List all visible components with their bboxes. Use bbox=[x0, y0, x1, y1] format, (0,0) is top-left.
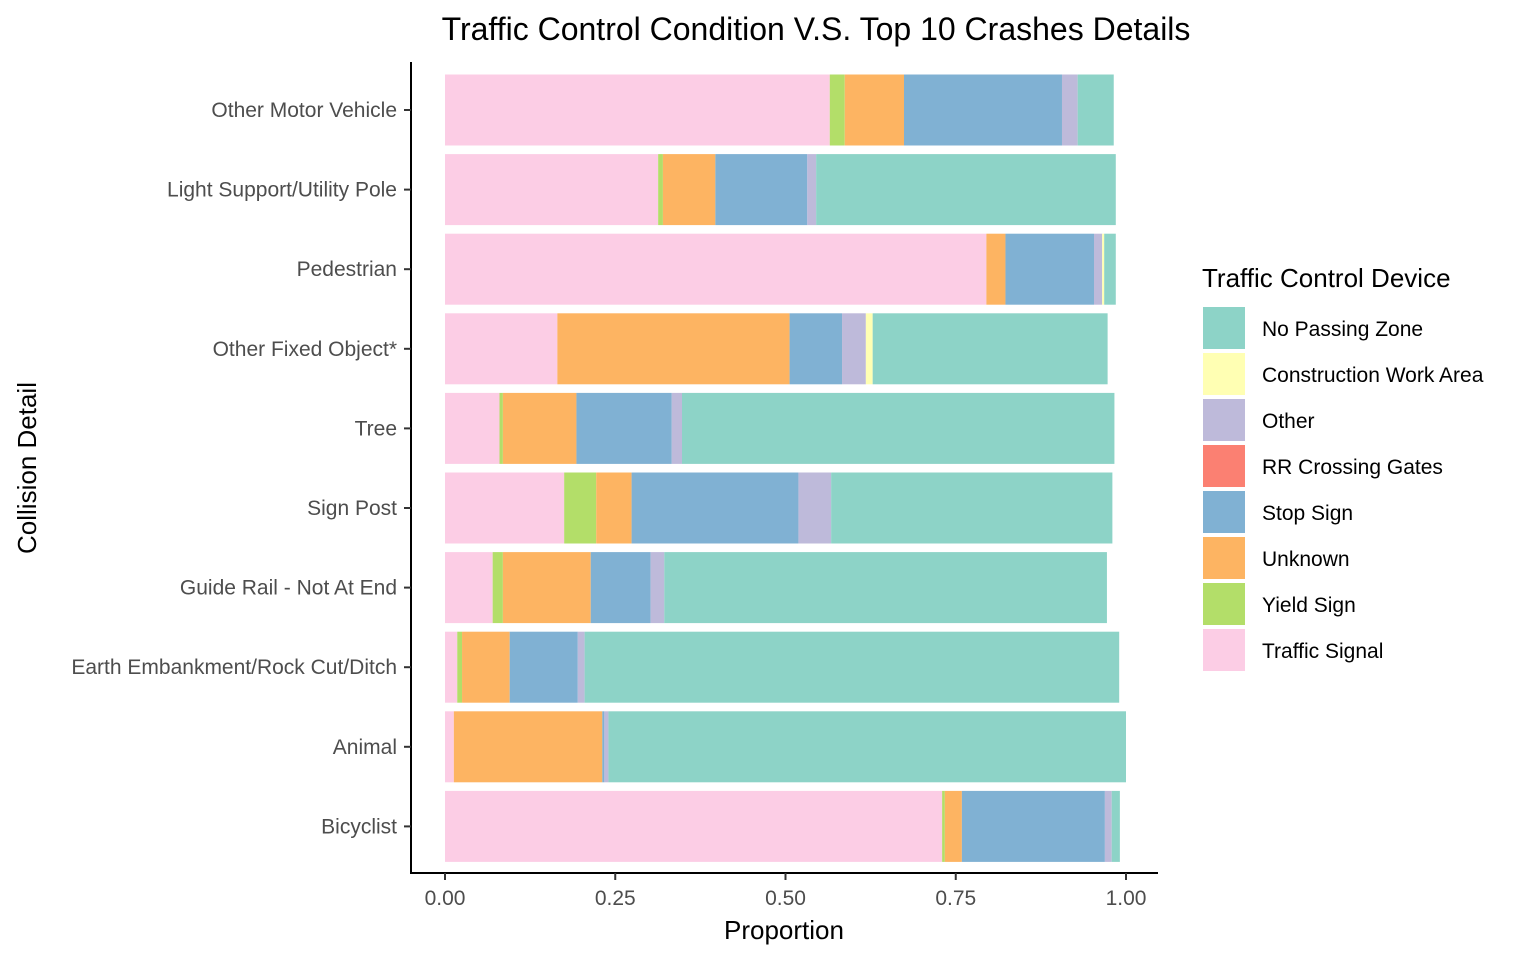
y-tick-label: Animal bbox=[333, 736, 397, 759]
bar-segment bbox=[584, 631, 1120, 703]
bar-segment bbox=[789, 313, 843, 385]
bar-segment bbox=[502, 392, 577, 464]
bar-segment bbox=[564, 472, 597, 544]
bar-segment bbox=[462, 631, 510, 703]
bar-segment bbox=[602, 711, 605, 783]
bar-segment bbox=[658, 154, 663, 226]
bar-segment bbox=[844, 74, 904, 146]
bar-segment bbox=[557, 313, 790, 385]
y-tick-label: Earth Embankment/Rock Cut/Ditch bbox=[71, 656, 397, 679]
bar-segment bbox=[445, 74, 830, 146]
bar-segment bbox=[1102, 233, 1105, 305]
bar-segment bbox=[445, 233, 987, 305]
bar-segment bbox=[944, 790, 962, 862]
bar-segment bbox=[445, 790, 943, 862]
y-tick-label: Tree bbox=[355, 417, 397, 440]
bar-segment bbox=[831, 472, 1113, 544]
bar-segment bbox=[986, 233, 1006, 305]
legend-label: Stop Sign bbox=[1262, 502, 1353, 525]
bar-segment bbox=[590, 552, 651, 624]
bar-segment bbox=[1104, 233, 1116, 305]
bar-segment bbox=[445, 631, 458, 703]
legend-label: RR Crossing Gates bbox=[1262, 456, 1443, 479]
bar-segment bbox=[577, 631, 585, 703]
bar-segment bbox=[445, 472, 565, 544]
bar-segment bbox=[509, 631, 578, 703]
bar-segment bbox=[576, 392, 672, 464]
bar-segment bbox=[596, 472, 632, 544]
bar-segment bbox=[453, 711, 603, 783]
bar-segment bbox=[816, 154, 1116, 226]
legend-label: Traffic Signal bbox=[1262, 640, 1383, 663]
legend-swatch bbox=[1203, 353, 1245, 395]
bar-segment bbox=[798, 472, 832, 544]
bar-segment bbox=[1061, 74, 1078, 146]
legend-swatch bbox=[1203, 399, 1245, 441]
y-tick-label: Pedestrian bbox=[297, 258, 397, 281]
bar-segment bbox=[502, 552, 591, 624]
bar-segment bbox=[664, 552, 1107, 624]
y-tick-label: Light Support/Utility Pole bbox=[167, 179, 397, 202]
y-tick-label: Sign Post bbox=[307, 497, 397, 520]
chart-title: Traffic Control Condition V.S. Top 10 Cr… bbox=[442, 11, 1191, 47]
bar-segment bbox=[457, 631, 463, 703]
bar-segment bbox=[499, 392, 503, 464]
x-tick-label: 0.50 bbox=[765, 887, 806, 910]
bar-segment bbox=[865, 313, 873, 385]
bar-segment bbox=[445, 392, 500, 464]
legend-title: Traffic Control Device bbox=[1202, 263, 1451, 293]
legend-swatch bbox=[1203, 537, 1245, 579]
y-axis-title: Collision Detail bbox=[12, 382, 42, 554]
bar-segment bbox=[650, 552, 665, 624]
bar-segment bbox=[1077, 74, 1114, 146]
x-tick-label: 0.00 bbox=[425, 887, 466, 910]
legend-label: No Passing Zone bbox=[1262, 318, 1423, 341]
x-tick-label: 0.75 bbox=[935, 887, 976, 910]
bar-segment bbox=[1104, 790, 1112, 862]
bar-segment bbox=[445, 154, 659, 226]
legend-swatch bbox=[1203, 583, 1245, 625]
bar-segment bbox=[1093, 233, 1103, 305]
bar-segment bbox=[872, 313, 1108, 385]
x-axis-ticks: 0.00 0.25 0.50 0.75 1.00 bbox=[425, 873, 1147, 910]
bar-segment bbox=[604, 711, 609, 783]
x-tick-label: 0.25 bbox=[595, 887, 636, 910]
legend-label: Construction Work Area bbox=[1262, 364, 1484, 387]
legend-swatch bbox=[1203, 629, 1245, 671]
bar-segment bbox=[807, 154, 817, 226]
bar-segment bbox=[715, 154, 808, 226]
bar-segment bbox=[842, 313, 866, 385]
y-tick-label: Bicyclist bbox=[321, 815, 397, 838]
y-tick-label: Other Fixed Object* bbox=[213, 338, 397, 361]
x-tick-label: 1.00 bbox=[1106, 887, 1147, 910]
y-tick-label: Other Motor Vehicle bbox=[211, 99, 397, 122]
legend: Traffic Control Device No Passing Zone Co… bbox=[1202, 263, 1484, 671]
bar-segment bbox=[631, 472, 799, 544]
bar-segment bbox=[608, 711, 1126, 783]
bar-segment bbox=[445, 711, 454, 783]
bar-segment bbox=[942, 790, 945, 862]
bar-segment bbox=[1111, 790, 1120, 862]
legend-swatch bbox=[1203, 445, 1245, 487]
bar-segment bbox=[829, 74, 845, 146]
bar-segment bbox=[903, 74, 1062, 146]
y-axis-ticks: Other Motor Vehicle Light Support/Utility… bbox=[71, 99, 411, 838]
legend-label: Other bbox=[1262, 410, 1315, 433]
legend-swatch bbox=[1203, 307, 1245, 349]
y-tick-label: Guide Rail - Not At End bbox=[180, 577, 397, 600]
legend-swatch bbox=[1203, 491, 1245, 533]
bar-segment bbox=[492, 552, 503, 624]
bar-segment bbox=[681, 392, 1115, 464]
bar-segment bbox=[671, 392, 682, 464]
legend-label: Yield Sign bbox=[1262, 594, 1356, 617]
bar-segment bbox=[1005, 233, 1094, 305]
bar-segment bbox=[961, 790, 1105, 862]
legend-label: Unknown bbox=[1262, 548, 1350, 571]
x-axis-title: Proportion bbox=[724, 915, 844, 945]
bar-segment bbox=[662, 154, 716, 226]
bar-segment bbox=[445, 552, 493, 624]
bar-segment bbox=[445, 313, 558, 385]
bars-layer bbox=[445, 74, 1126, 862]
